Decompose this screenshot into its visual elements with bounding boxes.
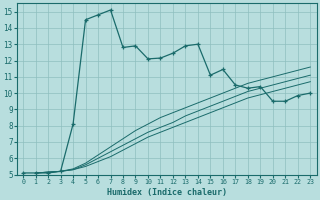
- X-axis label: Humidex (Indice chaleur): Humidex (Indice chaleur): [107, 188, 227, 197]
